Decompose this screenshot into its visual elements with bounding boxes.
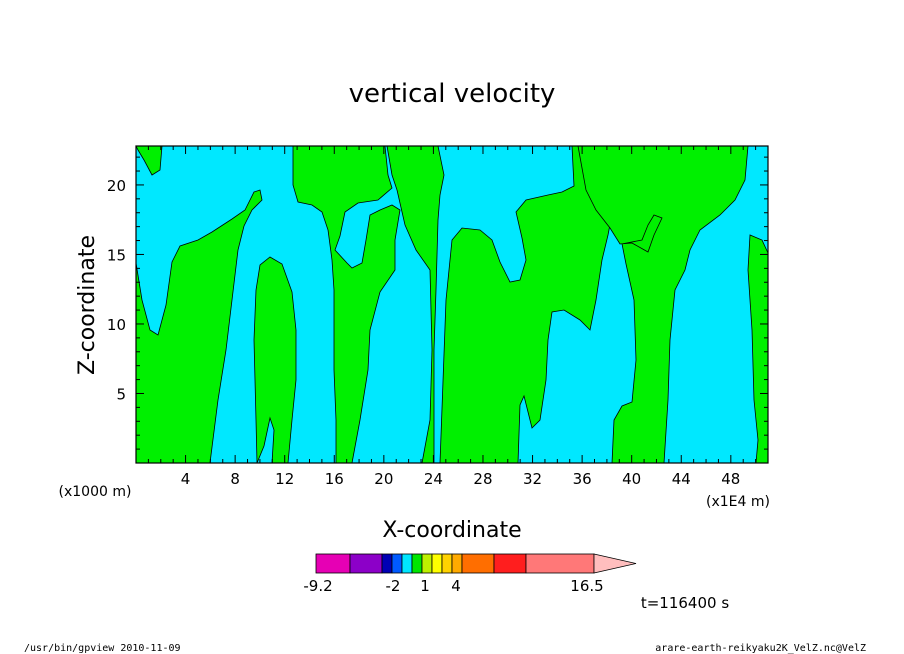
x-unit-right: (x1E4 m): [706, 494, 770, 510]
colorbar-cell: [381, 553, 393, 574]
x-tick-label: 12: [275, 470, 294, 488]
x-tick-label: 28: [473, 470, 492, 488]
x-tick-label: 44: [672, 470, 691, 488]
plot-frame: [135, 145, 769, 464]
x-tick-label: 32: [523, 470, 542, 488]
updraft-region: [577, 145, 749, 464]
colorbar-label: 1: [420, 577, 430, 595]
x-axis: 4 8 12 16 20 24 28 32 36 40 44 48 (x1000 m) (x1E4 m…: [59, 470, 770, 543]
x-tick-labels: 4 8 12 16 20 24 28 32 36 40 44 48: [181, 470, 741, 488]
colorbar-label: 4: [451, 577, 461, 595]
colorbar-cell: [525, 553, 595, 574]
colorbar: -9.2 -2 1 4 16.5: [303, 553, 637, 595]
y-axis: 5 10 15 20 Z-coordinate: [75, 177, 126, 404]
y-axis-label: Z-coordinate: [75, 235, 100, 375]
y-minor-ticks: [136, 156, 768, 450]
x-unit-left: (x1000 m): [59, 484, 132, 500]
colorbar-cell: [421, 553, 433, 574]
x-axis-label: X-coordinate: [382, 518, 521, 543]
x-tick-label: 40: [622, 470, 641, 488]
plot-area: [135, 145, 769, 464]
colorbar-cell: [401, 553, 413, 574]
colorbar-cell: [391, 553, 403, 574]
colorbar-cell: [451, 553, 463, 574]
x-tick-label: 4: [181, 470, 191, 488]
x-tick-label: 48: [721, 470, 740, 488]
x-tick-label: 20: [374, 470, 393, 488]
colorbar-overflow-arrow: [593, 553, 637, 574]
colorbar-cell: [493, 553, 527, 574]
x-tick-label: 16: [325, 470, 344, 488]
colorbar-labels: -9.2 -2 1 4 16.5: [303, 577, 603, 595]
colorbar-cell: [441, 553, 453, 574]
colorbar-cell: [411, 553, 423, 574]
colorbar-label: -9.2: [303, 577, 332, 595]
colorbar-label: -2: [386, 577, 401, 595]
colorbar-cells: [315, 553, 637, 574]
y-tick-label: 5: [116, 385, 126, 403]
x-minor-ticks: [147, 146, 757, 463]
colorbar-cell: [431, 553, 443, 574]
footer-right: arare-earth-reikyaku2K_VelZ.nc@VelZ: [655, 643, 866, 654]
colorbar-cell: [461, 553, 495, 574]
updraft-region: [253, 256, 297, 464]
colorbar-cell: [349, 553, 383, 574]
colorbar-cell: [315, 553, 351, 574]
x-tick-label: 36: [573, 470, 592, 488]
chart-title: vertical velocity: [349, 79, 556, 109]
x-tick-label: 24: [424, 470, 443, 488]
y-tick-label: 10: [107, 316, 126, 334]
time-label: t=116400 s: [641, 594, 729, 612]
footer-left: /usr/bin/gpview 2010-11-09: [24, 643, 181, 654]
updraft-region: [292, 145, 401, 464]
y-tick-labels: 5 10 15 20: [107, 177, 126, 404]
x-tick-label: 8: [230, 470, 240, 488]
updraft-region: [135, 189, 263, 464]
colorbar-label: 16.5: [570, 577, 603, 595]
y-tick-label: 20: [107, 177, 126, 195]
y-tick-label: 15: [107, 246, 126, 264]
